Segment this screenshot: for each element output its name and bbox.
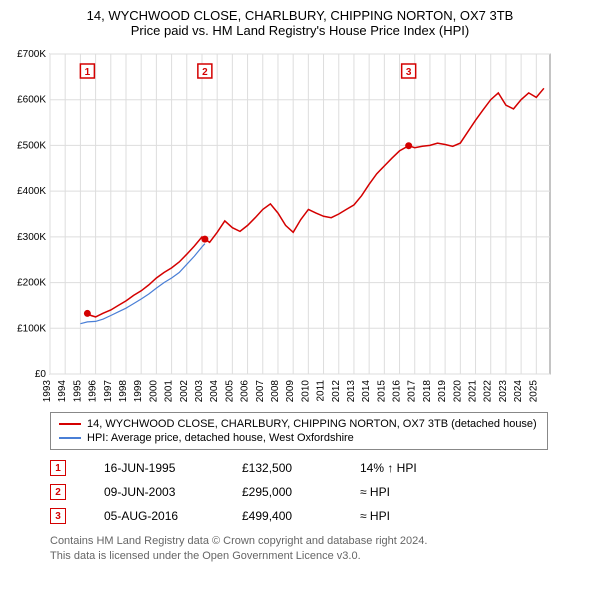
footer-line-1: Contains HM Land Registry data © Crown c… <box>50 534 592 549</box>
legend-label: HPI: Average price, detached house, West… <box>87 432 354 444</box>
transaction-badge: 1 <box>50 460 66 476</box>
legend-item: HPI: Average price, detached house, West… <box>59 431 539 445</box>
svg-text:2014: 2014 <box>361 380 372 403</box>
transaction-price: £499,400 <box>242 509 322 523</box>
svg-text:3: 3 <box>406 67 412 78</box>
legend-item: 14, WYCHWOOD CLOSE, CHARLBURY, CHIPPING … <box>59 417 539 431</box>
transaction-badge: 3 <box>50 508 66 524</box>
marker-dot-2 <box>201 236 208 243</box>
svg-text:1998: 1998 <box>118 380 129 403</box>
transaction-price: £132,500 <box>242 461 322 475</box>
price-chart: £0 £100K £200K £300K £400K £500K £600K £700K 199… <box>8 46 592 406</box>
svg-text:£500K: £500K <box>17 140 46 151</box>
svg-text:2005: 2005 <box>224 380 235 403</box>
legend-swatch <box>59 423 81 425</box>
footer-attribution: Contains HM Land Registry data © Crown c… <box>50 534 592 565</box>
page-subtitle: Price paid vs. HM Land Registry's House … <box>8 23 592 38</box>
svg-text:2023: 2023 <box>498 380 509 403</box>
legend-box: 14, WYCHWOOD CLOSE, CHARLBURY, CHIPPING … <box>50 412 548 450</box>
svg-text:£200K: £200K <box>17 278 46 289</box>
marker-dot-1 <box>84 310 91 317</box>
transaction-price: £295,000 <box>242 485 322 499</box>
transaction-note: 14% ↑ HPI <box>360 461 417 475</box>
svg-text:2012: 2012 <box>331 380 342 403</box>
transaction-row: 3 05-AUG-2016 £499,400 ≈ HPI <box>50 504 592 528</box>
svg-text:2018: 2018 <box>422 380 433 403</box>
svg-text:1996: 1996 <box>88 380 99 403</box>
svg-text:2007: 2007 <box>255 380 266 403</box>
svg-text:2002: 2002 <box>179 380 190 403</box>
svg-text:1993: 1993 <box>42 380 53 403</box>
svg-text:2019: 2019 <box>437 380 448 403</box>
transaction-row: 1 16-JUN-1995 £132,500 14% ↑ HPI <box>50 456 592 480</box>
svg-text:2022: 2022 <box>483 380 494 403</box>
transaction-date: 09-JUN-2003 <box>104 485 204 499</box>
svg-text:2024: 2024 <box>513 380 524 403</box>
svg-text:2013: 2013 <box>346 380 357 403</box>
legend-label: 14, WYCHWOOD CLOSE, CHARLBURY, CHIPPING … <box>87 418 537 430</box>
svg-text:£700K: £700K <box>17 49 46 60</box>
svg-text:2025: 2025 <box>528 380 539 403</box>
svg-text:£400K: £400K <box>17 186 46 197</box>
transaction-note: ≈ HPI <box>360 485 390 499</box>
svg-text:2017: 2017 <box>407 380 418 403</box>
svg-text:2003: 2003 <box>194 380 205 403</box>
svg-text:2004: 2004 <box>209 380 220 403</box>
svg-text:1997: 1997 <box>103 380 114 403</box>
transaction-row: 2 09-JUN-2003 £295,000 ≈ HPI <box>50 480 592 504</box>
transaction-date: 05-AUG-2016 <box>104 509 204 523</box>
footer-line-2: This data is licensed under the Open Gov… <box>50 549 592 564</box>
svg-text:1999: 1999 <box>133 380 144 403</box>
svg-text:2006: 2006 <box>240 380 251 403</box>
svg-text:1: 1 <box>85 67 91 78</box>
transaction-table: 1 16-JUN-1995 £132,500 14% ↑ HPI 2 09-JUN-200… <box>50 456 592 528</box>
svg-text:2011: 2011 <box>316 380 327 402</box>
svg-text:2000: 2000 <box>148 380 159 403</box>
svg-text:2: 2 <box>202 67 208 78</box>
svg-text:£600K: £600K <box>17 95 46 106</box>
svg-text:£300K: £300K <box>17 232 46 243</box>
transaction-date: 16-JUN-1995 <box>104 461 204 475</box>
svg-text:2010: 2010 <box>300 380 311 403</box>
svg-text:2020: 2020 <box>452 380 463 403</box>
svg-text:2001: 2001 <box>164 380 175 403</box>
svg-text:2021: 2021 <box>468 380 479 403</box>
svg-text:£100K: £100K <box>17 323 46 334</box>
svg-text:£0: £0 <box>35 369 47 380</box>
transaction-note: ≈ HPI <box>360 509 390 523</box>
transaction-badge: 2 <box>50 484 66 500</box>
chart-svg: £0 £100K £200K £300K £400K £500K £600K £700K 199… <box>8 46 592 406</box>
svg-text:1995: 1995 <box>72 380 83 403</box>
marker-dot-3 <box>405 142 412 149</box>
svg-text:1994: 1994 <box>57 380 68 403</box>
page-title: 14, WYCHWOOD CLOSE, CHARLBURY, CHIPPING … <box>8 8 592 23</box>
svg-text:2016: 2016 <box>392 380 403 403</box>
svg-text:2009: 2009 <box>285 380 296 403</box>
legend-swatch <box>59 437 81 439</box>
svg-text:2015: 2015 <box>376 380 387 403</box>
svg-text:2008: 2008 <box>270 380 281 403</box>
